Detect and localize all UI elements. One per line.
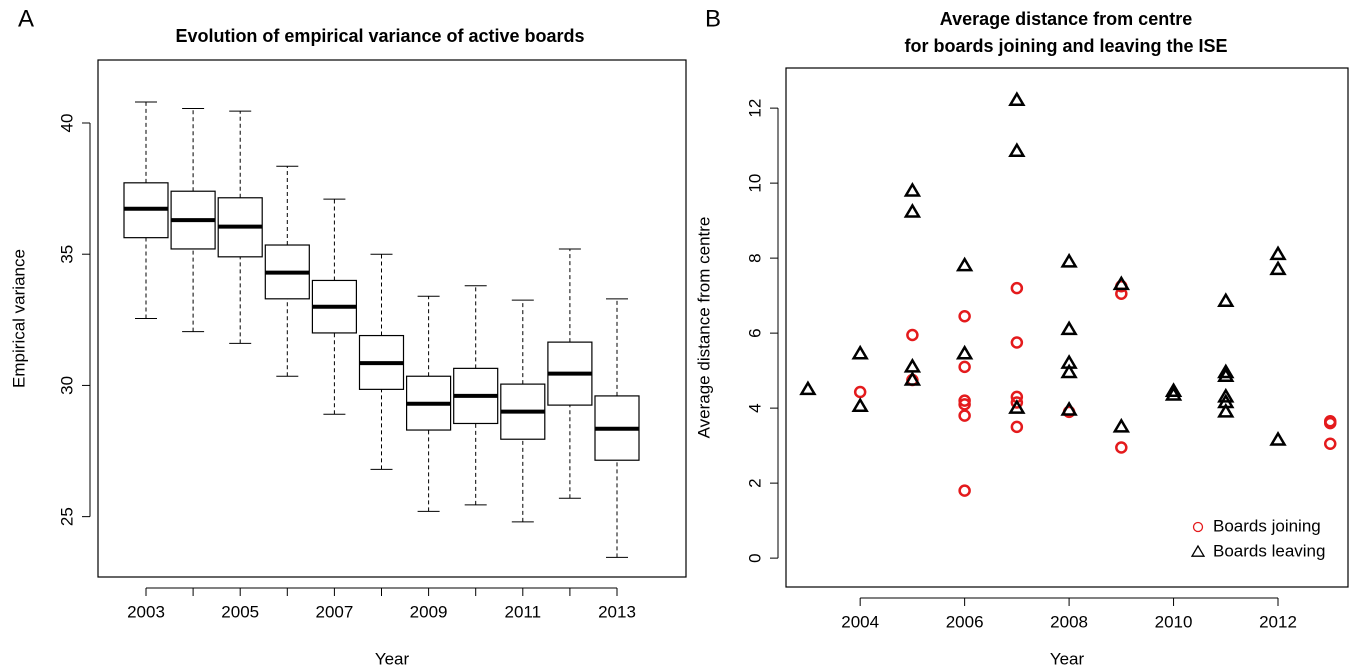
chart-title: for boards joining and leaving the ISE <box>904 36 1227 56</box>
chart-title: Evolution of empirical variance of activ… <box>175 26 584 46</box>
x-tick-label: 2004 <box>841 612 879 631</box>
x-tick-label: 2005 <box>221 602 259 621</box>
y-axis-label: Empirical variance <box>9 249 28 388</box>
point <box>1060 401 1078 416</box>
legend-label: Boards leaving <box>1213 541 1325 560</box>
point <box>955 256 974 272</box>
y-tick-label: 2 <box>745 478 764 487</box>
y-tick-label: 0 <box>745 553 764 562</box>
panel-label: A <box>18 5 34 32</box>
point <box>903 371 922 386</box>
x-tick-label: 2011 <box>505 602 542 621</box>
x-tick-label: 2006 <box>946 612 984 631</box>
x-axis-label: Year <box>1050 649 1085 668</box>
legend-marker <box>1190 544 1206 557</box>
point <box>958 409 971 422</box>
point <box>958 310 971 323</box>
point <box>799 380 817 396</box>
point <box>1060 320 1078 336</box>
point <box>1010 420 1024 434</box>
x-tick-label: 2003 <box>127 602 165 621</box>
point <box>1008 91 1026 107</box>
point <box>1323 437 1337 450</box>
point <box>1164 382 1183 398</box>
x-tick-label: 2012 <box>1259 612 1297 631</box>
legend-label: Boards joining <box>1213 516 1321 535</box>
y-tick-label: 6 <box>745 328 764 337</box>
point <box>1164 386 1183 401</box>
point <box>1008 142 1026 158</box>
plot-frame <box>785 67 1349 588</box>
point <box>1112 275 1131 291</box>
y-tick-label: 8 <box>745 253 764 262</box>
point <box>906 328 919 342</box>
point <box>903 357 922 373</box>
point <box>958 484 971 497</box>
x-tick-label: 2009 <box>410 602 448 621</box>
point <box>1269 431 1287 446</box>
point <box>1217 363 1235 379</box>
legend-marker <box>1192 521 1204 533</box>
point <box>1010 336 1024 349</box>
point <box>1115 441 1128 454</box>
panel-label: B <box>705 5 721 32</box>
point <box>1060 363 1078 379</box>
point <box>851 344 869 360</box>
chart-title: Average distance from centre <box>940 9 1192 29</box>
point <box>851 397 869 413</box>
point <box>1217 292 1235 308</box>
point <box>1217 387 1235 403</box>
point <box>1269 260 1287 276</box>
point <box>853 385 867 399</box>
x-tick-label: 2010 <box>1155 612 1193 631</box>
point <box>1217 367 1235 383</box>
y-tick-label: 4 <box>745 403 764 412</box>
point <box>903 203 922 218</box>
point <box>1010 281 1024 295</box>
point <box>1008 399 1026 414</box>
y-axis-label: Average distance from centre <box>694 217 713 439</box>
point <box>1217 402 1235 418</box>
y-tick-label: 40 <box>57 114 76 133</box>
y-tick-label: 30 <box>57 376 76 395</box>
point <box>958 360 971 374</box>
y-tick-label: 25 <box>57 507 76 526</box>
point <box>1010 396 1024 409</box>
point <box>1323 416 1337 430</box>
point <box>1060 252 1078 268</box>
y-tick-label: 10 <box>745 174 764 193</box>
x-tick-label: 2007 <box>315 602 353 621</box>
point <box>955 344 974 360</box>
point <box>1269 245 1287 261</box>
x-tick-label: 2013 <box>598 602 636 621</box>
y-tick-label: 35 <box>57 245 76 264</box>
y-tick-label: 12 <box>745 99 764 118</box>
x-axis-label: Year <box>375 649 410 668</box>
plot-frame <box>97 59 687 578</box>
point <box>903 182 922 197</box>
x-tick-label: 2008 <box>1050 612 1088 631</box>
point <box>1112 417 1131 433</box>
